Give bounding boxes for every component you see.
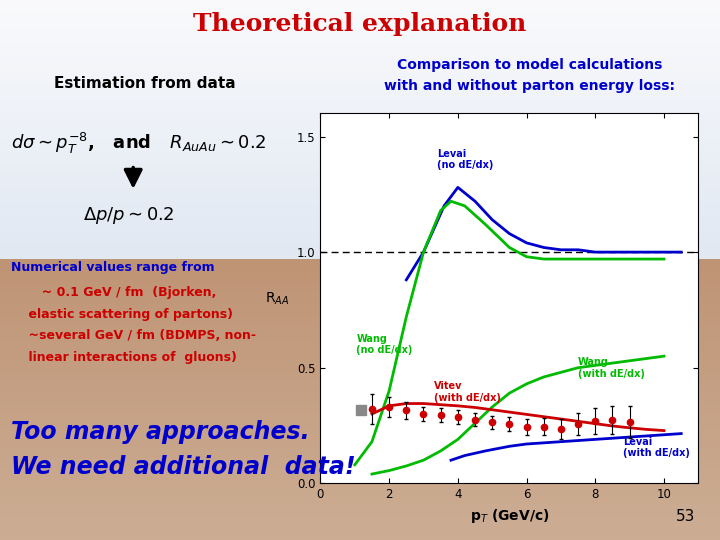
Text: $\Delta p / p \sim 0.2$: $\Delta p / p \sim 0.2$ — [83, 206, 174, 226]
Text: Wang
(with dE/dx): Wang (with dE/dx) — [578, 357, 645, 379]
Text: ~ 0.1 GeV / fm  (Bjorken,: ~ 0.1 GeV / fm (Bjorken, — [11, 286, 216, 299]
Text: Numerical values range from: Numerical values range from — [11, 261, 215, 274]
Text: Wang
(no dE/dx): Wang (no dE/dx) — [356, 334, 413, 355]
X-axis label: p$_T$ (GeV/c): p$_T$ (GeV/c) — [469, 507, 549, 525]
Text: Levai
(with dE/dx): Levai (with dE/dx) — [623, 437, 690, 458]
Text: Levai
(no dE/dx): Levai (no dE/dx) — [437, 149, 494, 171]
Text: 53: 53 — [675, 509, 695, 524]
Text: Comparison to model calculations: Comparison to model calculations — [397, 58, 662, 72]
Text: Too many approaches.: Too many approaches. — [11, 420, 310, 444]
Text: Estimation from data: Estimation from data — [54, 76, 235, 91]
Text: Vitev
(with dE/dx): Vitev (with dE/dx) — [433, 381, 500, 403]
Text: We need additional  data!: We need additional data! — [11, 455, 356, 479]
Text: $d\sigma \sim p_T^{-8}$,   and   $R_{AuAu} \sim 0.2$: $d\sigma \sim p_T^{-8}$, and $R_{AuAu} \… — [11, 131, 266, 156]
Text: ~several GeV / fm (BDMPS, non-: ~several GeV / fm (BDMPS, non- — [11, 329, 256, 342]
Text: Theoretical explanation: Theoretical explanation — [193, 12, 527, 36]
Text: linear interactions of  gluons): linear interactions of gluons) — [11, 351, 237, 364]
Text: elastic scattering of partons): elastic scattering of partons) — [11, 308, 233, 321]
Y-axis label: R$_{AA}$: R$_{AA}$ — [265, 290, 289, 307]
Text: with and without parton energy loss:: with and without parton energy loss: — [384, 79, 675, 93]
